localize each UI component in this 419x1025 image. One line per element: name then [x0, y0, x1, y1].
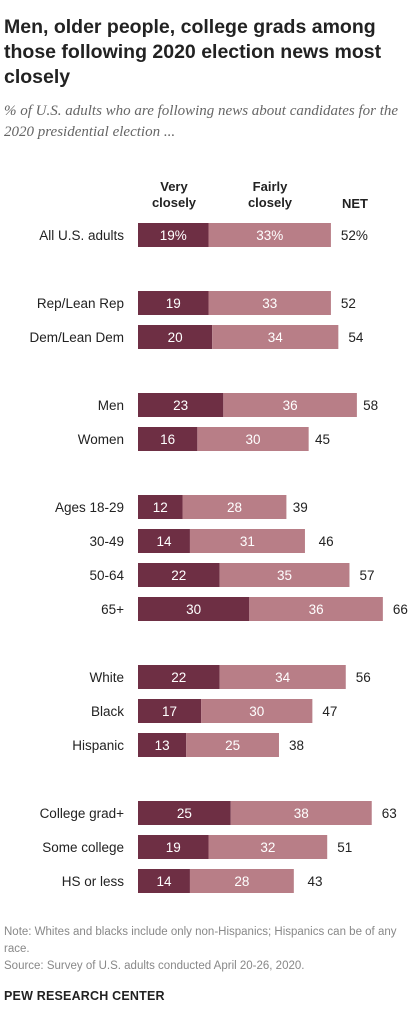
data-label-net: 47 — [322, 704, 337, 719]
data-label-very-closely: 19 — [166, 296, 181, 311]
data-label-net: 52% — [341, 228, 368, 243]
bar-very-closely — [138, 223, 209, 247]
brand-name: PEW RESEARCH CENTER — [4, 989, 165, 1003]
data-label-fairly-closely: 34 — [268, 330, 284, 345]
data-label-fairly-closely: 31 — [240, 534, 255, 549]
category-label: Men — [98, 398, 124, 413]
chart-title: Men, older people, college grads among t… — [4, 16, 382, 88]
bar-very-closely — [138, 291, 209, 315]
data-label-fairly-closely: 28 — [227, 500, 242, 515]
category-label: College grad+ — [40, 806, 125, 821]
bar-fairly-closely — [230, 801, 372, 825]
data-label-very-closely: 22 — [171, 568, 186, 583]
data-label-net: 39 — [293, 500, 308, 515]
data-label-very-closely: 19 — [166, 840, 181, 855]
bar-fairly-closely — [208, 223, 331, 247]
bar-fairly-closely — [219, 665, 346, 689]
bar-fairly-closely — [208, 291, 331, 315]
bar-fairly-closely — [189, 529, 305, 553]
category-label: White — [89, 670, 124, 685]
column-header-net: NET — [342, 196, 368, 211]
category-label: 50-64 — [89, 568, 124, 583]
category-label: Black — [91, 704, 124, 719]
bar-fairly-closely — [182, 495, 287, 519]
data-label-net: 38 — [289, 738, 304, 753]
category-label: Rep/Lean Rep — [37, 296, 124, 311]
data-label-fairly-closely: 36 — [309, 602, 324, 617]
bar-very-closely — [138, 835, 209, 859]
bar-very-closely — [138, 563, 220, 587]
data-label-very-closely: 20 — [168, 330, 183, 345]
data-label-fairly-closely: 25 — [225, 738, 240, 753]
data-label-net: 51 — [337, 840, 352, 855]
bar-fairly-closely — [249, 597, 383, 621]
category-label: Hispanic — [72, 738, 124, 753]
data-label-net: 56 — [356, 670, 371, 685]
data-label-fairly-closely: 36 — [283, 398, 298, 413]
bar-very-closely — [138, 869, 190, 893]
data-label-very-closely: 12 — [153, 500, 168, 515]
column-header-fairly-closely: Fairly closely — [247, 179, 293, 210]
bar-fairly-closely — [197, 427, 309, 451]
bar-fairly-closely — [189, 869, 294, 893]
data-label-net: 58 — [363, 398, 378, 413]
data-label-very-closely: 22 — [171, 670, 186, 685]
bar-very-closely — [138, 529, 190, 553]
bar-very-closely — [138, 733, 187, 757]
data-label-fairly-closely: 35 — [277, 568, 292, 583]
column-header-very-closely: Very closely — [151, 179, 197, 210]
data-label-very-closely: 25 — [177, 806, 192, 821]
data-label-very-closely: 14 — [156, 874, 172, 889]
bar-very-closely — [138, 801, 231, 825]
category-label: Some college — [42, 840, 124, 855]
data-label-net: 57 — [359, 568, 374, 583]
data-label-net: 54 — [348, 330, 364, 345]
chart-subtitle: % of U.S. adults who are following news … — [4, 103, 399, 140]
data-label-net: 66 — [393, 602, 408, 617]
data-label-very-closely: 19% — [160, 228, 187, 243]
data-label-fairly-closely: 33% — [256, 228, 283, 243]
stacked-bar-chart: All U.S. adults 19% 33% 52% Rep/Lean Rep 19 33… — [29, 223, 408, 893]
data-label-net: 46 — [319, 534, 334, 549]
data-label-very-closely: 13 — [155, 738, 170, 753]
bar-very-closely — [138, 597, 250, 621]
bar-fairly-closely — [212, 325, 339, 349]
bar-fairly-closely — [186, 733, 279, 757]
category-label: Dem/Lean Dem — [29, 330, 124, 345]
footer-note: Note: Whites and blacks include only non… — [4, 926, 397, 955]
data-label-net: 52 — [341, 296, 356, 311]
data-label-very-closely: 17 — [162, 704, 177, 719]
bar-very-closely — [138, 495, 183, 519]
data-label-fairly-closely: 34 — [275, 670, 291, 685]
data-label-fairly-closely: 28 — [234, 874, 249, 889]
bar-very-closely — [138, 699, 202, 723]
category-label: All U.S. adults — [39, 228, 124, 243]
bar-very-closely — [138, 427, 198, 451]
data-label-net: 63 — [382, 806, 397, 821]
data-label-net: 43 — [308, 874, 323, 889]
bar-very-closely — [138, 393, 224, 417]
category-label: Women — [78, 432, 124, 447]
data-label-very-closely: 16 — [160, 432, 175, 447]
data-label-fairly-closely: 38 — [294, 806, 309, 821]
data-label-fairly-closely: 32 — [260, 840, 275, 855]
bar-very-closely — [138, 665, 220, 689]
bar-very-closely — [138, 325, 213, 349]
bar-fairly-closely — [223, 393, 357, 417]
data-label-fairly-closely: 30 — [245, 432, 260, 447]
category-label: HS or less — [62, 874, 125, 889]
data-label-very-closely: 30 — [186, 602, 201, 617]
category-label: Ages 18-29 — [55, 500, 124, 515]
bar-fairly-closely — [208, 835, 328, 859]
footer-source: Source: Survey of U.S. adults conducted … — [4, 960, 305, 972]
category-label: 30-49 — [89, 534, 124, 549]
data-label-fairly-closely: 30 — [249, 704, 264, 719]
data-label-fairly-closely: 33 — [262, 296, 277, 311]
data-label-net: 45 — [315, 432, 330, 447]
category-label: 65+ — [101, 602, 124, 617]
data-label-very-closely: 23 — [173, 398, 188, 413]
bar-fairly-closely — [219, 563, 350, 587]
data-label-very-closely: 14 — [156, 534, 172, 549]
bar-fairly-closely — [201, 699, 313, 723]
